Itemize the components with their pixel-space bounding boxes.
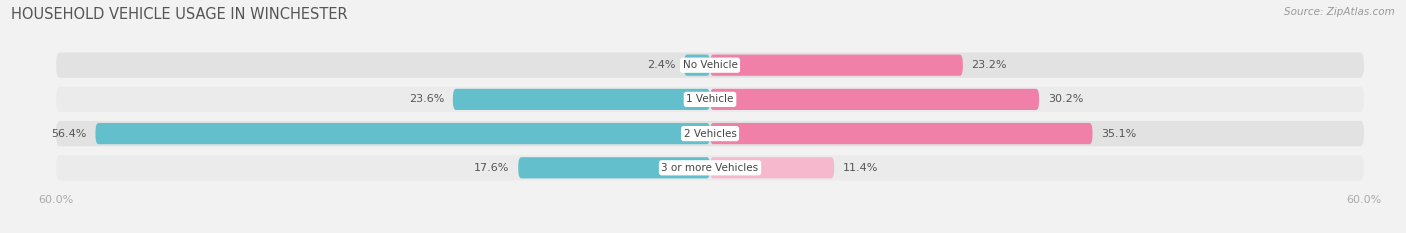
Text: Source: ZipAtlas.com: Source: ZipAtlas.com bbox=[1284, 7, 1395, 17]
FancyBboxPatch shape bbox=[56, 121, 1364, 146]
Text: 1 Vehicle: 1 Vehicle bbox=[686, 94, 734, 104]
Text: 35.1%: 35.1% bbox=[1101, 129, 1136, 139]
Text: 30.2%: 30.2% bbox=[1047, 94, 1083, 104]
FancyBboxPatch shape bbox=[96, 123, 710, 144]
Text: 17.6%: 17.6% bbox=[474, 163, 509, 173]
Text: 2.4%: 2.4% bbox=[647, 60, 675, 70]
Text: 23.6%: 23.6% bbox=[409, 94, 444, 104]
Text: 56.4%: 56.4% bbox=[52, 129, 87, 139]
FancyBboxPatch shape bbox=[683, 55, 710, 76]
Text: 23.2%: 23.2% bbox=[972, 60, 1007, 70]
FancyBboxPatch shape bbox=[56, 87, 1364, 112]
Text: 2 Vehicles: 2 Vehicles bbox=[683, 129, 737, 139]
Text: No Vehicle: No Vehicle bbox=[682, 60, 738, 70]
FancyBboxPatch shape bbox=[453, 89, 710, 110]
FancyBboxPatch shape bbox=[710, 123, 1092, 144]
Text: 11.4%: 11.4% bbox=[844, 163, 879, 173]
FancyBboxPatch shape bbox=[710, 89, 1039, 110]
FancyBboxPatch shape bbox=[56, 53, 1364, 78]
Text: HOUSEHOLD VEHICLE USAGE IN WINCHESTER: HOUSEHOLD VEHICLE USAGE IN WINCHESTER bbox=[11, 7, 347, 22]
Text: 3 or more Vehicles: 3 or more Vehicles bbox=[661, 163, 759, 173]
FancyBboxPatch shape bbox=[56, 155, 1364, 180]
FancyBboxPatch shape bbox=[710, 157, 834, 178]
FancyBboxPatch shape bbox=[710, 55, 963, 76]
FancyBboxPatch shape bbox=[519, 157, 710, 178]
